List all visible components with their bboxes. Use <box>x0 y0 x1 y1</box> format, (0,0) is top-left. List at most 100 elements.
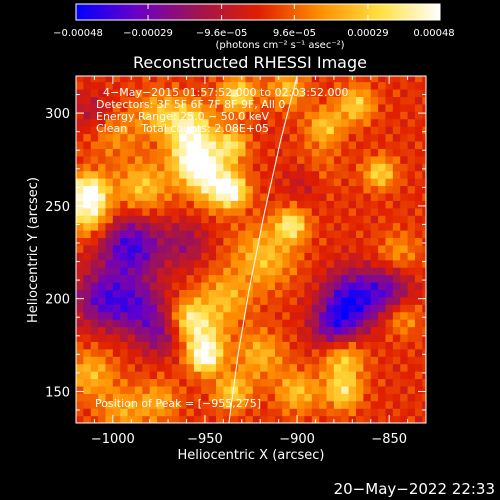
heatmap-cell <box>90 259 99 268</box>
heatmap-cell <box>385 81 394 90</box>
heatmap-cell <box>208 118 217 127</box>
heatmap-cell <box>208 230 217 239</box>
heatmap-cell <box>142 333 151 342</box>
heatmap-cell <box>333 267 342 276</box>
heatmap-cell <box>223 363 232 372</box>
heatmap-cell <box>363 185 372 194</box>
heatmap-cell <box>142 244 151 253</box>
heatmap-cell <box>363 118 372 127</box>
heatmap-cell <box>348 385 357 394</box>
heatmap-cell <box>289 408 298 417</box>
heatmap-cell <box>112 385 121 394</box>
heatmap-cell <box>171 88 180 98</box>
heatmap-cell <box>422 222 426 231</box>
heatmap-cell <box>297 415 306 423</box>
heatmap-cell <box>311 341 320 350</box>
heatmap-cell <box>164 385 173 394</box>
heatmap-cell <box>179 140 188 149</box>
heatmap-cell <box>304 126 313 135</box>
heatmap-cell <box>407 192 416 201</box>
heatmap-cell <box>186 118 195 127</box>
heatmap-cell <box>90 163 99 172</box>
heatmap-cell <box>112 415 121 423</box>
heatmap-cell <box>304 341 313 350</box>
heatmap-cell <box>149 111 158 120</box>
heatmap-cell <box>134 296 143 305</box>
heatmap-cell <box>370 185 379 194</box>
heatmap-cell <box>422 140 426 149</box>
heatmap-cell <box>289 200 298 209</box>
heatmap-cell <box>186 371 195 380</box>
heatmap-cell <box>245 200 254 209</box>
heatmap-cell <box>289 252 298 261</box>
heatmap-cell <box>407 356 416 365</box>
heatmap-cell <box>179 415 188 423</box>
heatmap-cell <box>252 326 261 335</box>
heatmap-cell <box>142 76 151 83</box>
heatmap-cell <box>363 163 372 172</box>
heatmap-cell <box>120 170 129 179</box>
heatmap-cell <box>186 267 195 276</box>
heatmap-cell <box>370 96 379 105</box>
heatmap-cell <box>201 178 210 187</box>
heatmap-cell <box>164 81 173 90</box>
heatmap-cell <box>319 326 328 335</box>
heatmap-cell <box>186 200 195 209</box>
heatmap-cell <box>311 155 320 164</box>
heatmap-cell <box>171 222 180 231</box>
heatmap-cell <box>356 126 364 135</box>
heatmap-cell <box>311 385 320 394</box>
heatmap-cell <box>348 281 357 290</box>
heatmap-cell <box>252 385 261 394</box>
heatmap-cell <box>311 326 320 335</box>
heatmap-cell <box>193 326 202 335</box>
heatmap-cell <box>385 326 394 335</box>
heatmap-cell <box>385 178 394 187</box>
heatmap-cell <box>274 103 283 112</box>
heatmap-cell <box>297 103 306 112</box>
x-tick-label: −1000 <box>91 432 135 447</box>
heatmap-cell <box>400 133 409 142</box>
heatmap-cell <box>90 378 99 387</box>
heatmap-cell <box>252 356 261 365</box>
heatmap-cell <box>149 103 158 112</box>
heatmap-cell <box>392 415 401 423</box>
heatmap-cell <box>83 103 92 112</box>
heatmap-cell <box>120 103 129 112</box>
heatmap-cell <box>348 356 357 365</box>
heatmap-cell <box>112 192 121 201</box>
heatmap-cell <box>127 155 136 164</box>
heatmap-cell <box>193 385 202 394</box>
heatmap-cell <box>378 304 387 313</box>
heatmap-cell <box>252 96 261 105</box>
heatmap-cell <box>392 341 401 350</box>
heatmap-cell <box>120 333 129 342</box>
heatmap-cell <box>297 140 306 149</box>
heatmap-cell <box>333 415 342 423</box>
heatmap-cell <box>149 163 158 172</box>
heatmap-cell <box>333 133 342 142</box>
heatmap-cell <box>216 348 224 357</box>
heatmap-cell <box>157 178 166 187</box>
heatmap-cell <box>186 378 195 387</box>
heatmap-cell <box>282 88 291 98</box>
heatmap-cell <box>171 163 180 172</box>
heatmap-cell <box>326 363 335 372</box>
heatmap-cell <box>311 296 320 305</box>
heatmap-cell <box>297 207 306 216</box>
heatmap-cell <box>83 385 92 394</box>
heatmap-cell <box>201 378 210 387</box>
heatmap-cell <box>149 274 158 283</box>
heatmap-cell <box>179 319 188 328</box>
heatmap-cell <box>297 363 306 372</box>
heatmap-cell <box>127 311 136 320</box>
heatmap-cell <box>201 348 210 357</box>
heatmap-cell <box>216 237 224 246</box>
heatmap-cell <box>289 111 298 120</box>
heatmap-cell <box>208 415 217 423</box>
heatmap-cell <box>341 76 350 83</box>
heatmap-cell <box>356 118 364 127</box>
heatmap-cell <box>274 140 283 149</box>
heatmap-cell <box>120 296 129 305</box>
heatmap-cell <box>98 400 107 409</box>
